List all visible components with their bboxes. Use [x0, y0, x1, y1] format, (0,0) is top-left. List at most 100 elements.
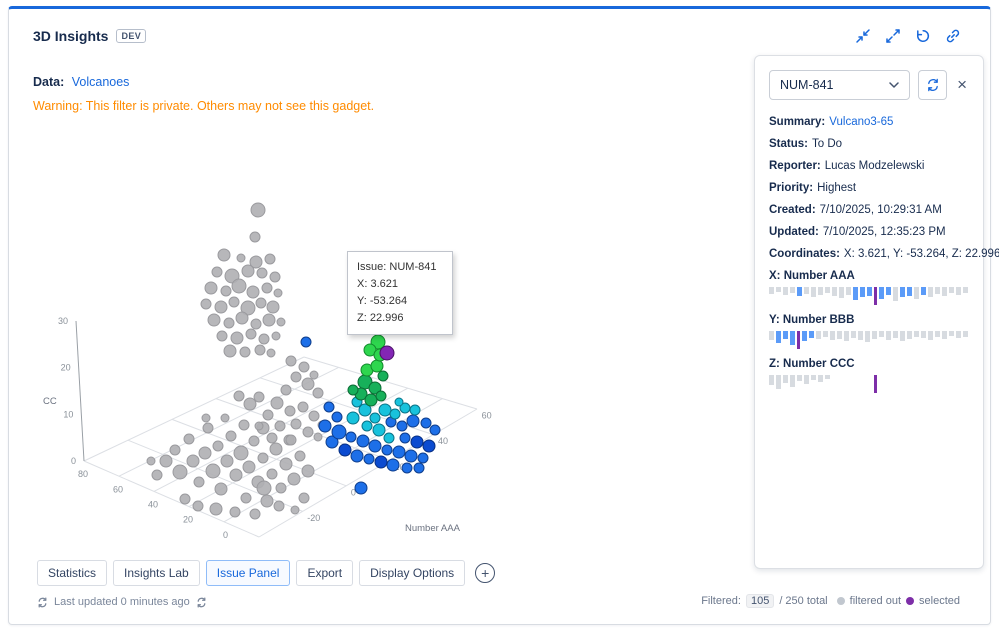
scatter-point[interactable]	[409, 404, 421, 416]
scatter-point[interactable]	[260, 494, 274, 508]
scatter-point[interactable]	[211, 266, 223, 278]
scatter-point[interactable]	[368, 439, 382, 453]
scatter-point[interactable]	[151, 469, 163, 481]
scatter-point[interactable]	[230, 331, 244, 345]
scatter-point[interactable]	[379, 345, 395, 361]
scatter-point[interactable]	[183, 433, 195, 445]
expand-icon[interactable]	[882, 25, 904, 47]
scatter-point[interactable]	[280, 384, 292, 396]
scatter-point[interactable]	[294, 450, 306, 462]
scatter-point[interactable]	[249, 508, 261, 520]
scatter-point[interactable]	[377, 370, 389, 382]
scatter-point[interactable]	[220, 413, 230, 423]
data-source-link[interactable]: Volcanoes	[71, 75, 130, 89]
scatter-point[interactable]	[361, 420, 373, 432]
scatter-point[interactable]	[186, 454, 200, 468]
tab-statistics[interactable]: Statistics	[37, 560, 108, 586]
scatter-point[interactable]	[370, 359, 384, 373]
scatter-point[interactable]	[146, 456, 156, 466]
scatter-point[interactable]	[290, 418, 302, 430]
scatter-point[interactable]	[350, 449, 364, 463]
histogram-bars[interactable]	[769, 375, 969, 396]
scatter-point[interactable]	[363, 453, 375, 465]
scatter-point[interactable]	[264, 253, 276, 265]
scatter-point[interactable]	[323, 401, 335, 413]
scatter-point[interactable]	[396, 420, 408, 432]
scatter-point[interactable]	[239, 346, 251, 358]
scatter-point[interactable]	[240, 492, 252, 504]
scatter-point[interactable]	[290, 371, 302, 383]
scatter-point[interactable]	[209, 502, 223, 516]
scatter-point[interactable]	[298, 492, 310, 504]
scatter-point[interactable]	[287, 472, 301, 486]
scatter-point[interactable]	[285, 355, 297, 367]
undo-icon[interactable]	[912, 25, 934, 47]
scatter-point[interactable]	[250, 202, 266, 218]
link-icon[interactable]	[942, 25, 964, 47]
scatter-point[interactable]	[179, 493, 191, 505]
scatter-point[interactable]	[233, 445, 249, 461]
scatter-point[interactable]	[204, 281, 218, 295]
scatter-point[interactable]	[325, 435, 339, 449]
issue-select[interactable]: NUM-841	[769, 70, 911, 100]
scatter-point[interactable]	[231, 278, 247, 294]
scatter-point[interactable]	[309, 370, 319, 380]
scatter-point[interactable]	[228, 296, 240, 308]
scatter-point[interactable]	[266, 468, 278, 480]
scatter-point[interactable]	[242, 460, 256, 474]
scatter-point[interactable]	[225, 430, 237, 442]
scatter-point[interactable]	[212, 440, 224, 452]
histogram-bars[interactable]	[769, 331, 969, 352]
scatter-point[interactable]	[201, 413, 211, 423]
scatter-point[interactable]	[250, 318, 262, 330]
scatter-point[interactable]	[223, 317, 235, 329]
scatter-point[interactable]	[229, 506, 241, 518]
scatter-point[interactable]	[410, 435, 424, 449]
scatter-point[interactable]	[401, 462, 413, 474]
scatter-point[interactable]	[354, 481, 368, 495]
scatter-point[interactable]	[248, 435, 260, 447]
collapse-icon[interactable]	[852, 25, 874, 47]
scatter-point[interactable]	[346, 411, 360, 425]
scatter-point[interactable]	[217, 248, 231, 262]
scatter-point[interactable]	[300, 336, 312, 348]
scatter-point[interactable]	[205, 463, 221, 479]
scatter-point[interactable]	[347, 384, 359, 396]
scatter-point[interactable]	[429, 424, 441, 436]
scatter-point[interactable]	[345, 431, 357, 443]
close-icon[interactable]: ×	[957, 75, 967, 94]
scatter-point[interactable]	[256, 267, 268, 279]
sync-issue-button[interactable]	[918, 70, 948, 100]
refresh-icon[interactable]	[196, 596, 207, 608]
scatter-point[interactable]	[266, 432, 278, 444]
scatter-point[interactable]	[285, 434, 297, 446]
tab-insights-lab[interactable]: Insights Lab	[113, 560, 200, 586]
scatter-point[interactable]	[386, 458, 400, 472]
field-value-link[interactable]: Vulcano3-65	[829, 116, 894, 128]
scatter-point[interactable]	[417, 452, 429, 464]
scatter-point[interactable]	[256, 480, 272, 496]
scatter-point[interactable]	[262, 313, 276, 327]
tab-issue-panel[interactable]: Issue Panel	[205, 560, 291, 586]
scatter-point[interactable]	[302, 426, 314, 438]
scatter-point[interactable]	[253, 391, 265, 403]
scatter-point[interactable]	[381, 444, 393, 456]
scatter-point[interactable]	[235, 311, 249, 325]
scatter-point[interactable]	[308, 410, 320, 422]
scatter-point[interactable]	[238, 419, 250, 431]
scatter-point[interactable]	[159, 454, 173, 468]
scatter-point[interactable]	[243, 397, 257, 411]
add-view-button[interactable]: +	[475, 563, 496, 583]
scatter-point[interactable]	[214, 482, 228, 496]
scatter-point[interactable]	[298, 361, 310, 373]
scatter-point[interactable]	[274, 420, 286, 432]
scatter-point[interactable]	[338, 443, 352, 457]
scatter-point[interactable]	[169, 444, 181, 456]
scatter-point[interactable]	[290, 505, 300, 515]
scatter-point[interactable]	[301, 464, 315, 478]
scatter-point[interactable]	[375, 390, 387, 402]
scatter-point[interactable]	[214, 300, 228, 314]
scatter-point[interactable]	[422, 439, 436, 453]
scatter-point[interactable]	[261, 282, 273, 294]
